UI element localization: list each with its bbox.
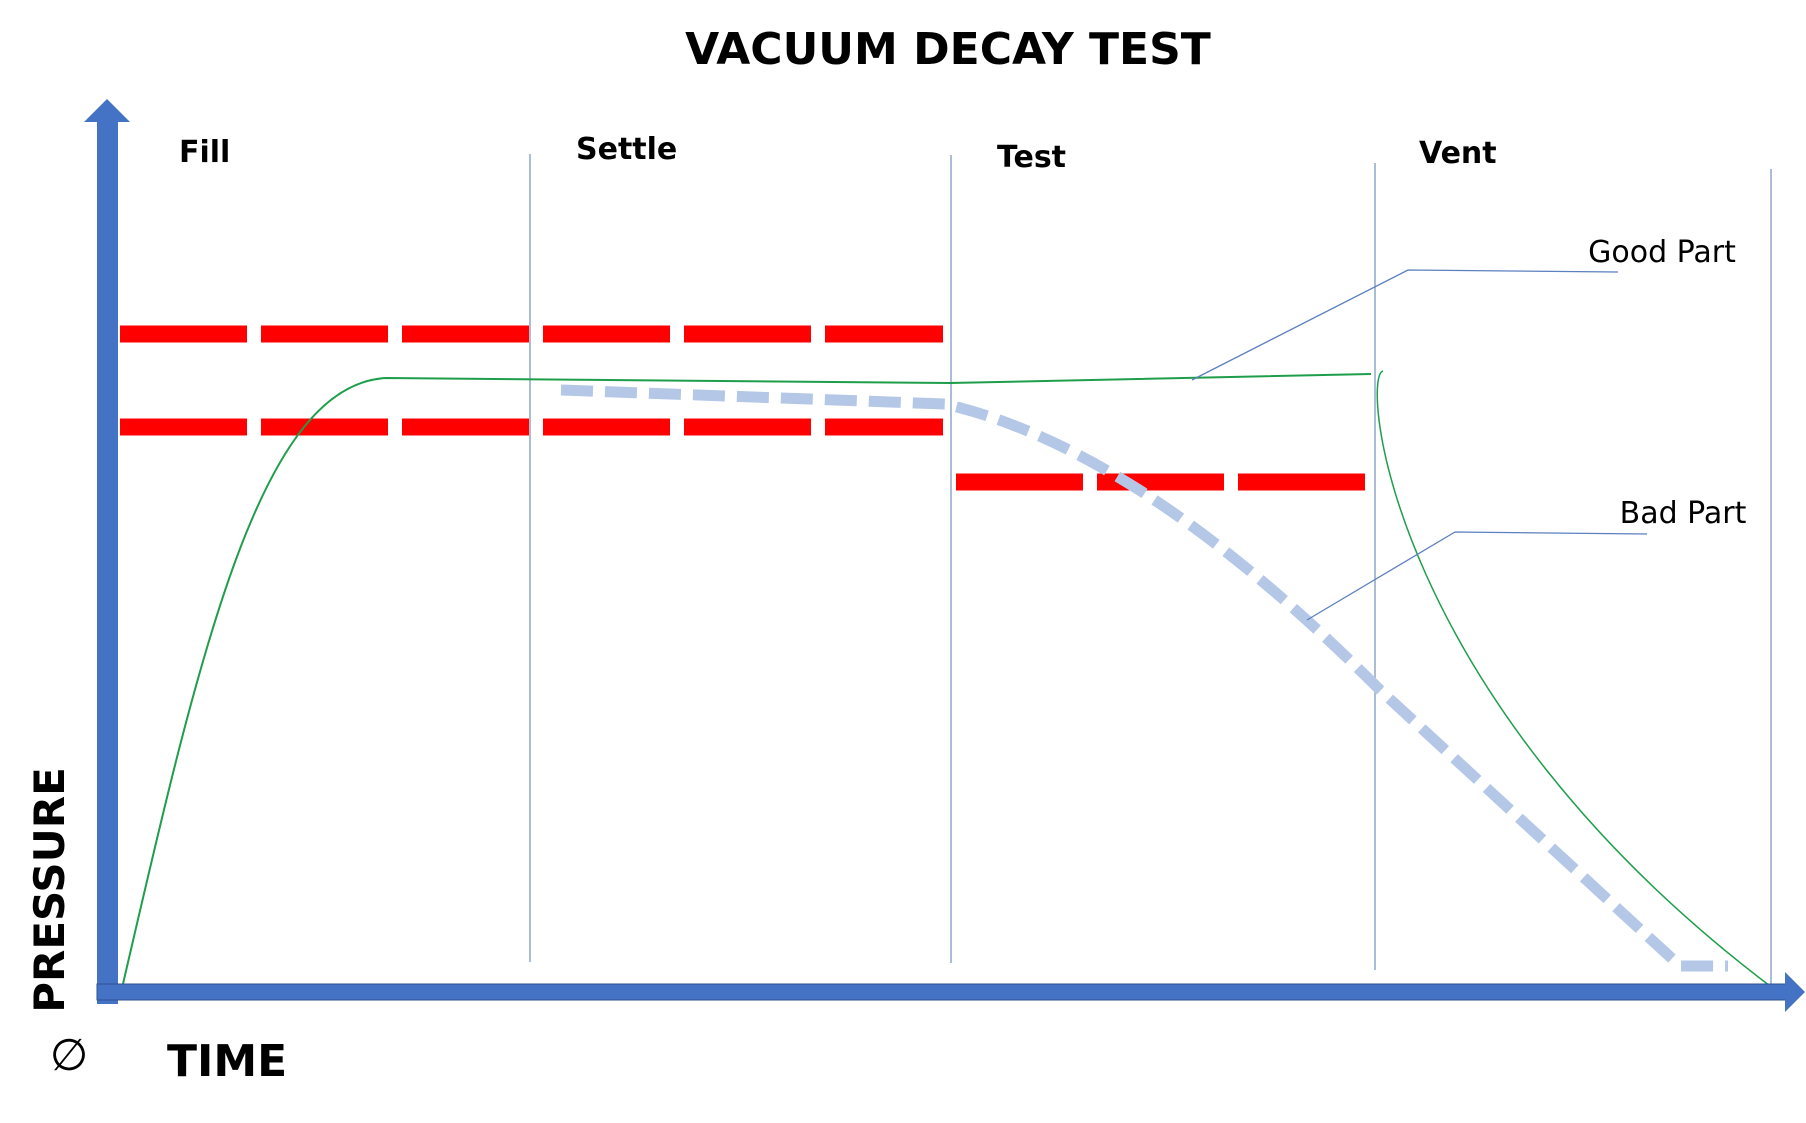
phase-label: Vent — [1419, 136, 1497, 171]
origin-symbol: ∅ — [50, 1030, 88, 1081]
x-axis-label: TIME — [167, 1036, 287, 1087]
y-axis-arrow — [84, 99, 130, 122]
x-axis — [96, 983, 1788, 1001]
limit-lines — [120, 325, 1365, 491]
callout-label: Bad Part — [1620, 496, 1747, 531]
y-axis-label: PRESSURE — [25, 767, 74, 1013]
phase-label: Settle — [576, 132, 677, 167]
phase-label: Test — [997, 140, 1066, 175]
vent-curve — [1376, 370, 1775, 990]
y-axis — [97, 120, 118, 1004]
good-part-curve — [119, 373, 1372, 998]
bad-part-curve — [560, 384, 1728, 972]
x-axis-arrow — [1785, 972, 1805, 1012]
title: VACUUM DECAY TEST — [685, 24, 1211, 75]
phase-dividers — [529, 154, 1772, 991]
callout-line — [1306, 531, 1648, 621]
callout-line — [1191, 269, 1619, 381]
callout-label: Good Part — [1588, 235, 1736, 270]
phase-label: Fill — [179, 135, 230, 170]
